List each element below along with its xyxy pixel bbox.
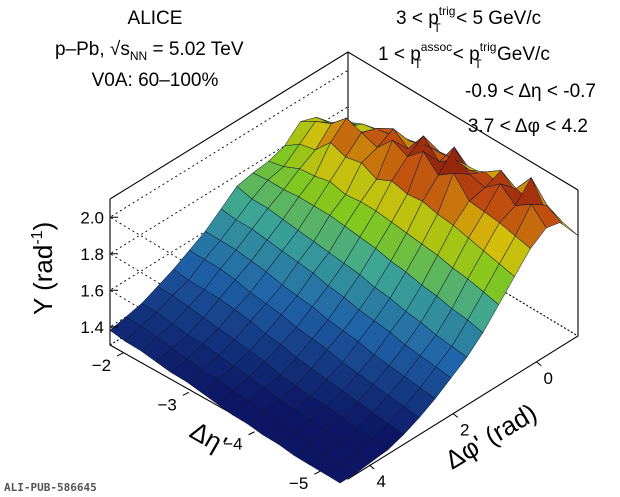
- surface-cell: [546, 205, 579, 236]
- box-front-edges: [109, 190, 579, 480]
- x-tick: [535, 361, 542, 367]
- y-tick: [116, 352, 124, 357]
- surface-cell: [324, 463, 357, 484]
- delta-eta-cut: -0.9 < Δη < -0.7: [465, 81, 596, 102]
- y-tick: [314, 470, 321, 475]
- z-tick-label: 1.6: [80, 281, 104, 300]
- x-tick: [452, 412, 459, 418]
- y-tick-label: −3: [157, 395, 176, 414]
- y-tick-label: −4: [223, 435, 242, 454]
- axis-ticks: 1.4 1.6 1.8 2.0 0 2 4 −2 −3 −4 −5: [80, 208, 553, 493]
- z-tick-label: 2.0: [80, 208, 104, 227]
- surface-mesh: [109, 116, 579, 484]
- z-tick-label: 1.8: [80, 245, 104, 264]
- assoc-pt-cut: 1 < passoc T < ptrig T GeV/c: [378, 40, 550, 71]
- x-axis-label: Δφ' (rad): [440, 397, 542, 475]
- y-tick: [182, 391, 190, 396]
- collision-system-label: p–Pb, √sNN = 5.02 TeV: [55, 39, 244, 63]
- y-tick-label: −2: [92, 356, 111, 375]
- y-tick-label: −5: [289, 474, 308, 493]
- centrality-label: V0A: 60–100%: [92, 70, 219, 91]
- trigger-pt-cut: 3 < ptrig T < 5 GeV/c: [396, 4, 541, 35]
- x-tick-label: 2: [460, 420, 469, 439]
- x-tick-label: 4: [376, 472, 385, 491]
- x-tick: [368, 464, 375, 470]
- delta-phi-cut: 3.7 < Δφ < 4.2: [468, 116, 588, 137]
- y-tick: [248, 431, 255, 436]
- z-axis-label: Y (rad-1): [28, 222, 58, 315]
- x-tick-label: 0: [544, 369, 553, 388]
- collaboration-label: ALICE: [128, 8, 183, 29]
- publication-id: ALI-PUB-586645: [4, 481, 97, 494]
- z-tick-label: 1.4: [80, 318, 104, 337]
